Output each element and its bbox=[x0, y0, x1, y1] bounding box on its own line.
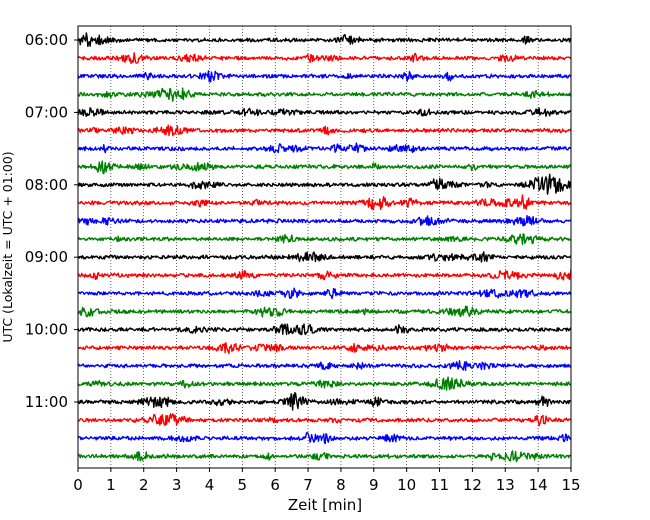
trace-16 bbox=[77, 323, 572, 336]
trace-20 bbox=[77, 392, 572, 411]
trace-18 bbox=[77, 360, 572, 372]
trace-1 bbox=[77, 52, 572, 65]
trace-2 bbox=[77, 70, 572, 83]
trace-6 bbox=[77, 142, 572, 154]
trace-14 bbox=[77, 287, 572, 300]
trace-7 bbox=[77, 160, 572, 175]
x-tick-label-0: 0 bbox=[73, 476, 83, 494]
y-tick-label-4: 10:00 bbox=[25, 321, 68, 339]
x-tick-label-9: 9 bbox=[369, 476, 379, 494]
x-tick-label-1: 1 bbox=[106, 476, 116, 494]
trace-0 bbox=[77, 32, 572, 48]
trace-17 bbox=[77, 342, 572, 355]
trace-9 bbox=[77, 194, 572, 211]
x-tick-label-10: 10 bbox=[397, 476, 416, 494]
trace-19 bbox=[77, 376, 572, 391]
trace-15 bbox=[77, 305, 572, 318]
y-tick-label-0: 06:00 bbox=[25, 31, 68, 49]
y-tick-label-2: 08:00 bbox=[25, 176, 68, 194]
trace-8 bbox=[77, 173, 572, 195]
trace-10 bbox=[77, 214, 572, 227]
trace-11 bbox=[77, 233, 572, 246]
x-axis-label: Zeit [min] bbox=[288, 496, 362, 514]
x-axis-ticks: 0 1 2 3 4 5 6 7 8 9 10 11 12 13 14 15 bbox=[73, 468, 581, 494]
plot-frame bbox=[77, 25, 572, 469]
x-tick-label-5: 5 bbox=[238, 476, 248, 494]
x-tick-label-6: 6 bbox=[270, 476, 280, 494]
x-tick-label-14: 14 bbox=[529, 476, 548, 494]
trace-12 bbox=[77, 251, 572, 263]
x-tick-label-4: 4 bbox=[205, 476, 215, 494]
trace-5 bbox=[77, 124, 572, 137]
y-tick-label-3: 09:00 bbox=[25, 248, 68, 266]
trace-23 bbox=[77, 450, 572, 463]
trace-21 bbox=[77, 413, 572, 427]
trace-13 bbox=[77, 269, 572, 281]
y-tick-label-5: 11:00 bbox=[25, 393, 68, 411]
x-tick-label-8: 8 bbox=[336, 476, 346, 494]
y-tick-label-1: 07:00 bbox=[25, 103, 68, 121]
y-axis-label: UTC (Lokalzeit = UTC + 01:00) bbox=[0, 151, 15, 342]
x-tick-label-15: 15 bbox=[561, 476, 580, 494]
seismogram-traces bbox=[77, 32, 572, 463]
trace-22 bbox=[77, 431, 572, 445]
x-tick-label-7: 7 bbox=[303, 476, 313, 494]
y-axis-ticks: 06:00 07:00 08:00 09:00 10:00 11:00 bbox=[25, 31, 78, 411]
trace-4 bbox=[77, 107, 572, 117]
x-tick-label-13: 13 bbox=[496, 476, 515, 494]
x-tick-label-3: 3 bbox=[172, 476, 182, 494]
x-tick-label-2: 2 bbox=[139, 476, 149, 494]
x-tick-label-11: 11 bbox=[430, 476, 449, 494]
trace-3 bbox=[77, 87, 572, 102]
x-tick-label-12: 12 bbox=[463, 476, 482, 494]
